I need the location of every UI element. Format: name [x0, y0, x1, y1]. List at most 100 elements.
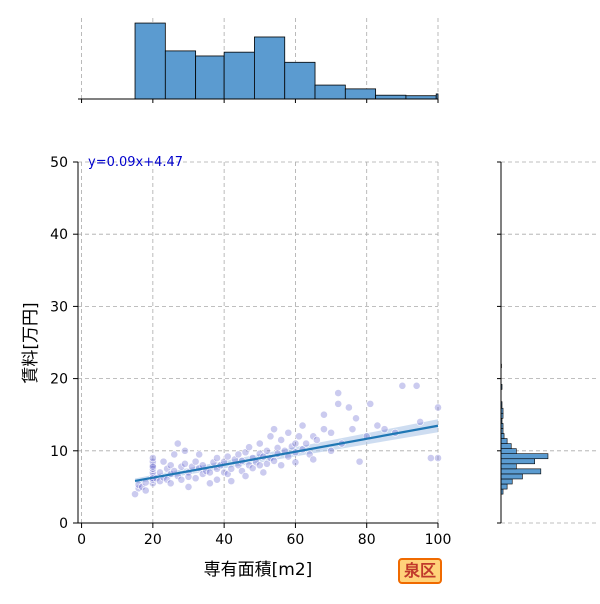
scatter-point [334, 399, 343, 408]
district-badge: 泉区 [398, 558, 443, 584]
scatter-point [320, 410, 328, 419]
scatter-point [355, 457, 364, 466]
scatter-point [352, 414, 360, 423]
scatter-point [327, 446, 335, 455]
scatter-point [291, 458, 300, 467]
right-hist-bar [500, 468, 542, 475]
top-hist-bar [134, 22, 166, 100]
x-axis-label: 専有面積[m2] [204, 560, 313, 580]
scatter-point [255, 461, 264, 470]
scatter-point [177, 475, 186, 484]
scatter-point [277, 461, 286, 470]
scatter-point [434, 403, 442, 412]
scatter-point [181, 459, 189, 468]
scatter-point [205, 468, 214, 477]
x-tick-label: 20 [144, 532, 162, 548]
scatter-point [213, 475, 221, 484]
top-histogram [134, 22, 439, 100]
scatter-point [270, 457, 278, 465]
regression-equation: y=0.09x+4.47 [88, 155, 183, 170]
scatter-point [348, 425, 357, 434]
top-hist-bar [164, 50, 197, 100]
scatter-point [148, 462, 157, 471]
scatter-point [277, 436, 286, 444]
scatter-point [166, 461, 175, 470]
scatter-point [398, 381, 407, 390]
scatter-point [234, 450, 243, 459]
right-hist-bar [500, 463, 517, 470]
scatter-point [312, 436, 321, 444]
y-tick-label: 10 [50, 444, 68, 460]
scatter-point [309, 455, 318, 464]
scatter-point [273, 444, 282, 452]
scatter-point [366, 399, 375, 408]
scatter-point [159, 457, 168, 466]
scatter-point [241, 472, 250, 480]
scatter-point [191, 457, 200, 466]
scatter-point [227, 477, 236, 486]
scatter-point [373, 421, 382, 430]
scatter-point [148, 454, 157, 462]
top-hist-bar [435, 93, 439, 100]
y-tick-label: 20 [50, 372, 68, 388]
x-tick-label: 60 [287, 532, 305, 548]
regression-line-layer [134, 424, 439, 483]
top-hist-bar [344, 88, 377, 100]
top-hist-bar [195, 55, 225, 100]
scatter-point [263, 459, 271, 468]
right-hist-bar [500, 438, 508, 444]
scatter-point [320, 425, 328, 434]
x-tick-label: 40 [215, 532, 233, 548]
scatter-point [245, 443, 253, 452]
x-tick-label: 0 [77, 532, 86, 548]
scatter-point [184, 472, 193, 481]
right-hist-bar [500, 458, 535, 465]
scatter-point [266, 432, 275, 441]
y-tick-label: 30 [50, 299, 68, 315]
scatter-point [416, 418, 425, 426]
right-hist-bar [500, 443, 512, 449]
scatter-point [426, 454, 435, 462]
scatter-point [195, 450, 204, 459]
scatter-point [302, 439, 311, 448]
scatter-point [380, 425, 389, 434]
scatter-point [181, 446, 189, 455]
scatter-points [131, 381, 442, 499]
scatter-point [263, 446, 271, 455]
scatter-point [248, 464, 257, 473]
right-hist-bar [500, 478, 513, 485]
x-tick-label: 80 [358, 532, 376, 548]
scatter-point [205, 479, 214, 488]
top-hist-bar [284, 61, 316, 100]
y-tick-label: 40 [50, 227, 68, 243]
x-tick-label: 100 [425, 532, 452, 548]
right-hist-bar [500, 473, 523, 480]
scatter-point [327, 428, 335, 437]
scatter-point [141, 486, 150, 495]
scatter-point [223, 452, 232, 461]
scatter-point [295, 432, 303, 441]
y-tick-label: 0 [59, 516, 68, 532]
axes-layer: 0 20 40 60 80 100 0 10 20 30 40 50 [50, 98, 502, 548]
regression-line [134, 424, 439, 483]
scatter-point [184, 482, 193, 491]
scatter-point [284, 428, 293, 437]
right-histogram [500, 363, 549, 495]
scatter-point [434, 454, 442, 462]
scatter-point [191, 474, 200, 483]
top-hist-bar [375, 94, 407, 100]
scatter-point [334, 389, 343, 397]
top-hist-bar [314, 84, 346, 100]
scatter-point [131, 490, 139, 499]
scatter-point [227, 464, 236, 473]
top-hist-bar [223, 51, 255, 100]
scatter-point [259, 468, 268, 477]
right-hist-bar [500, 483, 508, 490]
scatter-point [255, 439, 264, 448]
scatter-point [412, 381, 421, 390]
scatter-point [213, 454, 221, 462]
scatter-point [344, 403, 353, 412]
scatter-point [170, 450, 179, 459]
